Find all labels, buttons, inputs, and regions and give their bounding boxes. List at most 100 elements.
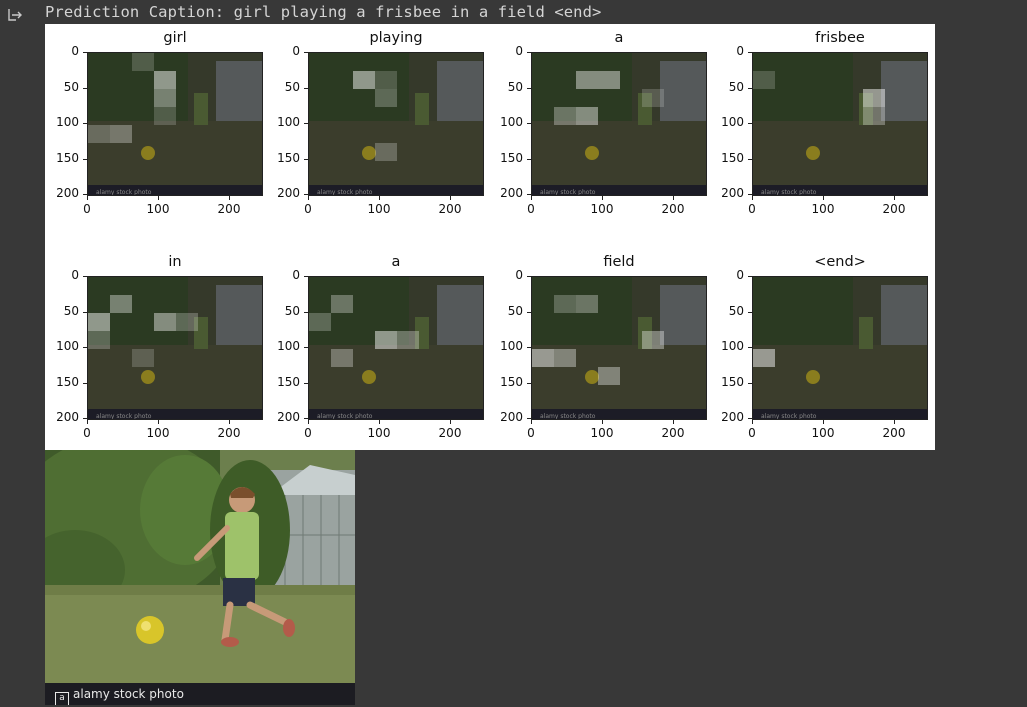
panel-word-title: playing bbox=[369, 30, 423, 46]
x-tick-mark bbox=[158, 420, 159, 424]
attention-panel: playing alamy stock photo 0 50 100 150 200 0 100… bbox=[266, 24, 486, 224]
y-tick-mark bbox=[748, 418, 752, 419]
y-tick-label: 150 bbox=[277, 374, 300, 389]
y-tick-label: 150 bbox=[721, 374, 744, 389]
panel-word-title: frisbee bbox=[815, 30, 865, 46]
y-tick-mark bbox=[527, 347, 531, 348]
y-tick-label: 200 bbox=[500, 186, 523, 200]
x-tick-mark bbox=[752, 196, 753, 200]
y-tick-mark bbox=[527, 276, 531, 277]
y-tick-mark bbox=[83, 123, 87, 124]
x-tick-mark bbox=[450, 420, 451, 424]
y-tick-label: 50 bbox=[284, 303, 300, 318]
y-tick-mark bbox=[527, 123, 531, 124]
y-tick-label: 50 bbox=[507, 79, 523, 94]
svg-text:alamy stock photo: alamy stock photo bbox=[540, 413, 596, 420]
x-tick-mark bbox=[229, 420, 230, 424]
y-tick-label: 50 bbox=[728, 79, 744, 94]
watermark-text: alamy stock photo bbox=[73, 687, 184, 701]
y-tick-label: 0 bbox=[292, 44, 300, 58]
prediction-caption: Prediction Caption: girl playing a frisb… bbox=[45, 3, 602, 21]
y-tick-label: 0 bbox=[292, 268, 300, 282]
x-tick-label: 100 bbox=[367, 202, 391, 216]
y-tick-mark bbox=[527, 87, 531, 89]
attention-panel: frisbee alamy stock photo 0 50 100 150 200 0 100… bbox=[710, 24, 930, 224]
y-tick-mark bbox=[83, 276, 87, 277]
y-tick-label: 200 bbox=[721, 410, 744, 424]
y-tick-mark bbox=[748, 158, 752, 160]
y-tick-label: 200 bbox=[56, 410, 79, 424]
attention-panel: field alamy stock photo 0 50 100 150 200 0 100 20… bbox=[489, 248, 709, 448]
y-tick-mark bbox=[527, 194, 531, 195]
y-tick-label: 100 bbox=[500, 339, 523, 353]
photo-scene bbox=[45, 450, 355, 705]
y-tick-mark bbox=[748, 311, 752, 313]
attention-map: alamy stock photo bbox=[752, 52, 928, 196]
y-tick-mark bbox=[83, 347, 87, 348]
x-tick-label: 100 bbox=[811, 202, 835, 216]
y-tick-label: 200 bbox=[277, 186, 300, 200]
x-tick-label: 0 bbox=[527, 202, 535, 216]
svg-text:alamy stock photo: alamy stock photo bbox=[761, 189, 817, 196]
x-tick-mark bbox=[752, 420, 753, 424]
x-tick-label: 0 bbox=[748, 202, 756, 216]
x-tick-mark bbox=[308, 196, 309, 200]
y-tick-label: 0 bbox=[71, 44, 79, 58]
y-tick-label: 150 bbox=[721, 150, 744, 165]
y-tick-mark bbox=[83, 382, 87, 384]
y-tick-label: 150 bbox=[500, 150, 523, 165]
panel-word-title: in bbox=[168, 254, 182, 270]
y-tick-mark bbox=[748, 123, 752, 124]
x-tick-mark bbox=[158, 196, 159, 200]
watermark-bar: a alamy stock photo bbox=[45, 683, 355, 705]
x-tick-label: 100 bbox=[146, 202, 170, 216]
x-tick-mark bbox=[894, 196, 895, 200]
x-tick-label: 0 bbox=[748, 426, 756, 440]
x-tick-label: 0 bbox=[83, 426, 91, 440]
svg-text:alamy stock photo: alamy stock photo bbox=[540, 189, 596, 196]
y-tick-mark bbox=[527, 311, 531, 313]
y-tick-mark bbox=[748, 347, 752, 348]
y-tick-mark bbox=[83, 158, 87, 160]
attention-panel: in alamy stock photo 0 50 100 150 200 0 100 200 bbox=[45, 248, 265, 448]
panel-word-title: field bbox=[603, 254, 635, 270]
x-tick-label: 0 bbox=[527, 426, 535, 440]
y-tick-mark bbox=[83, 87, 87, 89]
x-tick-mark bbox=[602, 420, 603, 424]
y-tick-label: 150 bbox=[500, 374, 523, 389]
svg-text:alamy stock photo: alamy stock photo bbox=[317, 189, 373, 196]
x-tick-label: 200 bbox=[661, 202, 685, 216]
y-tick-mark bbox=[304, 123, 308, 124]
x-tick-mark bbox=[673, 420, 674, 424]
y-tick-mark bbox=[748, 87, 752, 89]
source-photo: a alamy stock photo bbox=[45, 450, 355, 705]
y-tick-mark bbox=[527, 418, 531, 419]
x-tick-label: 0 bbox=[304, 426, 312, 440]
x-tick-mark bbox=[379, 196, 380, 200]
y-tick-label: 150 bbox=[277, 150, 300, 165]
y-tick-label: 50 bbox=[284, 79, 300, 94]
y-tick-label: 100 bbox=[56, 339, 79, 353]
x-tick-mark bbox=[531, 196, 532, 200]
y-tick-label: 100 bbox=[277, 115, 300, 129]
x-tick-label: 200 bbox=[217, 202, 241, 216]
y-tick-label: 0 bbox=[515, 44, 523, 58]
y-tick-mark bbox=[304, 194, 308, 195]
x-tick-mark bbox=[823, 420, 824, 424]
y-tick-mark bbox=[304, 382, 308, 384]
attention-map: alamy stock photo bbox=[531, 52, 707, 196]
y-tick-mark bbox=[304, 158, 308, 160]
y-tick-mark bbox=[83, 311, 87, 313]
y-tick-label: 200 bbox=[500, 410, 523, 424]
svg-text:alamy stock photo: alamy stock photo bbox=[96, 189, 152, 196]
y-tick-mark bbox=[748, 382, 752, 384]
panel-word-title: <end> bbox=[814, 254, 866, 270]
y-tick-mark bbox=[304, 87, 308, 89]
x-tick-mark bbox=[602, 196, 603, 200]
y-tick-label: 0 bbox=[515, 268, 523, 282]
y-tick-label: 200 bbox=[56, 186, 79, 200]
x-tick-mark bbox=[450, 196, 451, 200]
y-tick-mark bbox=[748, 52, 752, 53]
y-tick-label: 0 bbox=[736, 268, 744, 282]
x-tick-label: 200 bbox=[882, 202, 906, 216]
